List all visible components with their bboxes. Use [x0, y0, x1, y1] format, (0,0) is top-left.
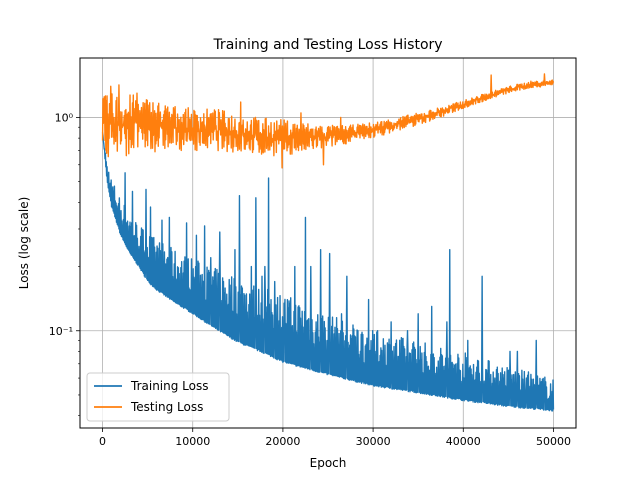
- x-tick-label: 30000: [356, 435, 391, 448]
- x-tick-label: 10000: [175, 435, 210, 448]
- legend-label-training: Training Loss: [130, 379, 208, 393]
- x-tick-label: 20000: [265, 435, 300, 448]
- y-axis-ticks: 10⁻¹ 10⁰: [49, 111, 80, 416]
- x-tick-label: 50000: [536, 435, 571, 448]
- legend-box: [86, 372, 230, 422]
- x-axis-label: Epoch: [310, 456, 347, 470]
- legend: Training Loss Testing Loss: [86, 372, 230, 422]
- legend-label-testing: Testing Loss: [130, 400, 203, 414]
- x-tick-label: 0: [99, 435, 106, 448]
- x-tick-label: 40000: [446, 435, 481, 448]
- testing-loss-line: [101, 73, 555, 169]
- chart-title: Training and Testing Loss History: [212, 37, 442, 53]
- x-axis-ticks: 0 10000 20000 30000 40000 50000: [99, 428, 571, 448]
- y-tick-label: 10⁻¹: [49, 325, 73, 338]
- y-tick-label: 10⁰: [55, 111, 74, 124]
- series-layer: [101, 73, 555, 412]
- training-loss-line: [101, 132, 555, 412]
- plot-area: [101, 73, 555, 412]
- plot-frame: [79, 57, 577, 429]
- y-axis-label: Loss (log scale): [17, 197, 31, 290]
